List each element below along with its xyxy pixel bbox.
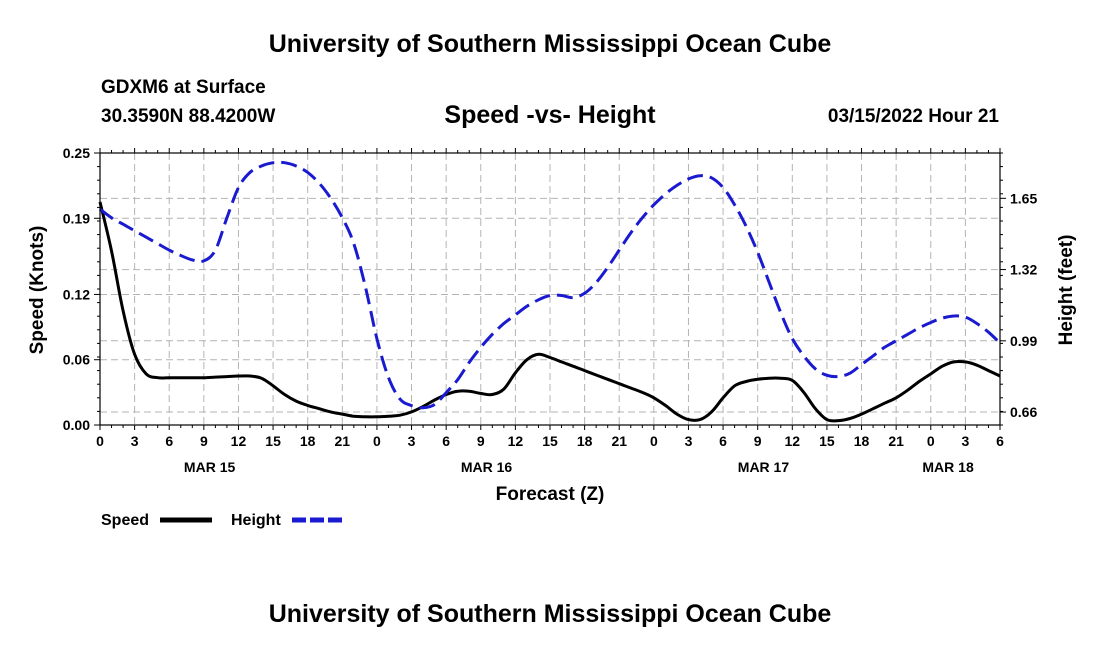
footer-title: University of Southern Mississippi Ocean… <box>268 600 832 628</box>
speed-series-line <box>98 201 1001 423</box>
x-tick-label: 3 <box>131 433 139 449</box>
height-series-line <box>99 160 1002 410</box>
date-label: MAR 16 <box>461 459 513 475</box>
y-right-tick-label: 0.99 <box>1010 333 1037 349</box>
y-right-tick-label: 0.66 <box>1010 404 1037 420</box>
x-tick-label: 0 <box>927 433 935 449</box>
x-tick-label: 9 <box>477 433 485 449</box>
y-right-tick-label: 1.32 <box>1010 262 1037 278</box>
date-label: MAR 17 <box>738 459 790 475</box>
x-tick-label: 9 <box>754 433 762 449</box>
x-tick-label: 0 <box>96 433 104 449</box>
legend: Speed Height <box>101 512 344 529</box>
x-tick-label: 3 <box>961 433 969 449</box>
y-axis-right-label: Height (feet) <box>1056 235 1077 346</box>
x-tick-label: 3 <box>408 433 416 449</box>
y-right-tick-label: 1.65 <box>1010 190 1037 206</box>
x-tick-label: 18 <box>854 433 870 449</box>
y-axis-left-label: Speed (Knots) <box>27 226 48 355</box>
x-tick-label: 15 <box>265 433 281 449</box>
x-tick-label: 12 <box>231 433 247 449</box>
grid-lines <box>100 153 1000 425</box>
x-tick-label: 6 <box>442 433 450 449</box>
x-tick-label: 0 <box>650 433 658 449</box>
legend-speed-label: Speed <box>101 512 149 529</box>
y-left-tick-label: 0.19 <box>63 210 90 226</box>
series-lines <box>98 160 1002 423</box>
station-label: GDXM6 at Surface <box>101 77 266 98</box>
x-tick-label: 3 <box>685 433 693 449</box>
x-tick-label: 9 <box>200 433 208 449</box>
plot-frame <box>99 152 1001 426</box>
x-tick-label: 15 <box>542 433 558 449</box>
x-tick-label: 21 <box>888 433 904 449</box>
date-label: MAR 15 <box>184 459 236 475</box>
x-axis-label: Forecast (Z) <box>496 484 605 505</box>
x-tick-label: 18 <box>300 433 316 449</box>
y-left-tick-label: 0.12 <box>63 286 90 302</box>
x-tick-label: 0 <box>373 433 381 449</box>
coordinates-label: 30.3590N 88.4200W <box>101 106 276 127</box>
x-tick-label: 6 <box>719 433 727 449</box>
x-tick-label: 12 <box>785 433 801 449</box>
legend-height-label: Height <box>231 512 281 529</box>
forecast-datetime: 03/15/2022 Hour 21 <box>827 106 999 127</box>
y-left-tick-label: 0.25 <box>63 145 90 161</box>
x-tick-label: 15 <box>819 433 835 449</box>
x-tick-label: 18 <box>577 433 593 449</box>
y-left-tick-label: 0.06 <box>63 352 90 368</box>
x-tick-label: 21 <box>335 433 351 449</box>
x-tick-label: 6 <box>996 433 1004 449</box>
y-left-tick-label: 0.00 <box>63 417 90 433</box>
x-tick-label: 21 <box>611 433 627 449</box>
x-tick-label: 6 <box>165 433 173 449</box>
page-title: University of Southern Mississippi Ocean… <box>268 30 832 58</box>
date-label: MAR 18 <box>922 459 974 475</box>
tick-labels: 0 3 6 9 12 15 18 21 0 3 6 9 12 15 18 21 0 3 6 9 12 15 18 21 0 3 6M… <box>63 145 1038 475</box>
chart-title: Speed -vs- Height <box>444 101 656 129</box>
x-tick-label: 12 <box>508 433 524 449</box>
